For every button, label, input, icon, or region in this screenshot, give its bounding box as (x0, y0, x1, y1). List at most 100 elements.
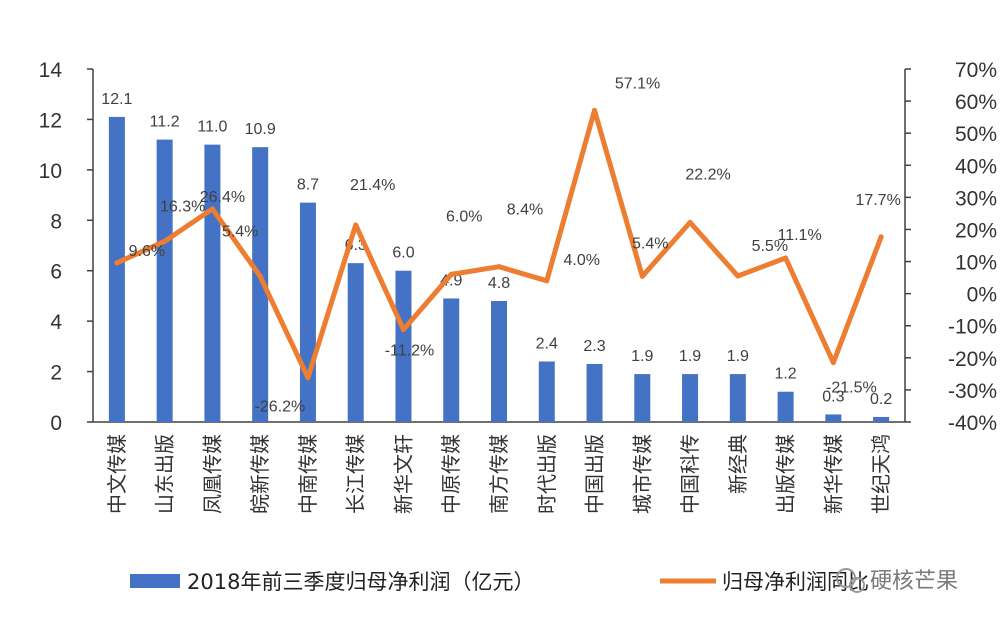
line-value-label: 26.4% (200, 189, 245, 206)
category-label: 出版传媒 (774, 434, 798, 514)
line-point-5 (353, 222, 359, 228)
line-value-label: 4.0% (564, 252, 600, 269)
line-point-9 (544, 278, 550, 284)
left-tick-label: 4 (50, 311, 62, 334)
right-tick-label: 70% (955, 59, 997, 82)
bar-value-label: 4.9 (440, 272, 462, 289)
bar-value-label: 8.7 (297, 177, 319, 194)
right-tick-label: 60% (955, 91, 997, 114)
bar-16 (873, 416, 890, 422)
line-value-label: 22.2% (685, 166, 730, 183)
left-tick-label: 10 (39, 160, 62, 183)
category-label: 新华文轩 (391, 434, 415, 514)
bar-10 (586, 364, 603, 422)
category-label: 中南传媒 (296, 434, 320, 514)
line-value-label: 5.4% (222, 223, 258, 240)
category-label: 新经典 (726, 434, 750, 494)
line-point-2 (209, 206, 215, 212)
bar-value-label: 0.3 (822, 388, 844, 405)
right-tick-label: 40% (955, 155, 997, 178)
line-value-label: -11.2% (385, 343, 435, 360)
line-point-4 (305, 375, 311, 381)
bar-series (108, 116, 890, 423)
bar-value-label: 10.9 (245, 121, 276, 138)
line-value-label: -26.2% (255, 399, 306, 416)
line-value-label: 16.3% (160, 198, 205, 215)
line-value-label: 17.7% (855, 192, 900, 209)
line-point-7 (448, 271, 454, 277)
right-tick-label: 50% (955, 123, 997, 146)
watermark: 硬核芒果 (836, 568, 958, 594)
right-tick-label: 10% (955, 252, 997, 275)
right-tick-label: -40% (948, 412, 997, 435)
right-tick-label: 0% (967, 284, 997, 307)
legend-line-label: 归母净利润同比 (722, 570, 869, 594)
bar-3 (252, 147, 269, 422)
legend-bar-label: 2018年前三季度归母净利润（亿元） (187, 570, 534, 594)
bar-value-label: 2.3 (583, 338, 605, 355)
right-tick-label: 30% (955, 187, 997, 210)
line-value-label: 11.1% (777, 227, 821, 244)
category-label: 中文传媒 (105, 434, 129, 514)
line-value-label: 21.4% (350, 177, 395, 194)
bar-5 (347, 263, 364, 422)
bar-2 (204, 144, 221, 422)
left-tick-label: 14 (39, 59, 63, 82)
bar-15 (825, 414, 842, 422)
bar-1 (156, 139, 173, 422)
left-axis-ticks: 0 2 4 6 8 10 12 14 (39, 59, 93, 435)
left-tick-label: 0 (50, 412, 62, 435)
line-value-label: 57.1% (615, 75, 660, 92)
bar-12 (682, 374, 699, 422)
bar-14 (777, 391, 794, 422)
line-value-label: 6.0% (446, 208, 482, 225)
bar-7 (443, 298, 460, 422)
bar-value-label: 2.4 (536, 335, 558, 352)
bar-value-label: 1.9 (727, 348, 749, 365)
bar-value-label: 1.9 (631, 348, 653, 365)
line-point-12 (687, 219, 693, 225)
category-label: 城市传媒 (630, 434, 654, 514)
legend-bar-swatch (130, 574, 180, 588)
bar-value-label: 1.9 (679, 348, 701, 365)
line-point-6 (400, 327, 406, 333)
line-value-label: 8.4% (507, 202, 543, 219)
category-label: 中原传媒 (439, 434, 463, 514)
left-tick-label: 8 (50, 210, 62, 233)
category-label: 凤凰传媒 (200, 434, 224, 514)
bar-value-label: 12.1 (101, 91, 132, 108)
right-tick-label: 20% (955, 219, 997, 242)
line-point-16 (878, 234, 884, 240)
line-point-15 (830, 360, 836, 366)
watermark-text: 硬核芒果 (870, 569, 958, 594)
bar-11 (634, 374, 651, 422)
category-label: 世纪天鸿 (869, 434, 893, 514)
category-label: 时代出版 (535, 434, 559, 514)
line-point-8 (496, 264, 502, 270)
legend: 2018年前三季度归母净利润（亿元） 归母净利润同比 (130, 570, 869, 594)
category-label: 长江传媒 (344, 434, 368, 514)
bar-13 (729, 374, 746, 422)
bar-0 (108, 116, 125, 423)
bar-value-label: 4.8 (488, 275, 510, 292)
line-point-14 (783, 255, 789, 261)
right-axis-ticks: -40% -30% -20% -10% 0% 10% 20% 30% 40% 50% 60% 70% (905, 59, 997, 435)
line-data-labels: 9.6% 16.3%26.4% 5.4% -26.2% 21.4% -11.2% 6.0% 8… (129, 75, 901, 415)
bar-value-label: 11.0 (197, 119, 227, 136)
bar-value-label: 6.0 (392, 245, 414, 262)
line-point-10 (592, 107, 598, 113)
line-point-13 (735, 273, 741, 279)
line-value-label: -21.5% (826, 380, 877, 397)
left-tick-label: 2 (50, 362, 62, 385)
right-tick-label: -20% (948, 348, 997, 371)
category-label: 新华传媒 (821, 434, 845, 514)
bar-value-label: 0.2 (870, 391, 892, 408)
right-tick-label: -30% (948, 380, 997, 403)
line-point-1 (162, 238, 168, 244)
category-label: 山东出版 (153, 434, 177, 514)
line-value-label: 5.4% (632, 235, 668, 252)
left-tick-label: 12 (39, 109, 62, 132)
line-point-11 (639, 273, 645, 279)
category-label: 中国出版 (583, 434, 607, 514)
bar-4 (299, 202, 316, 422)
